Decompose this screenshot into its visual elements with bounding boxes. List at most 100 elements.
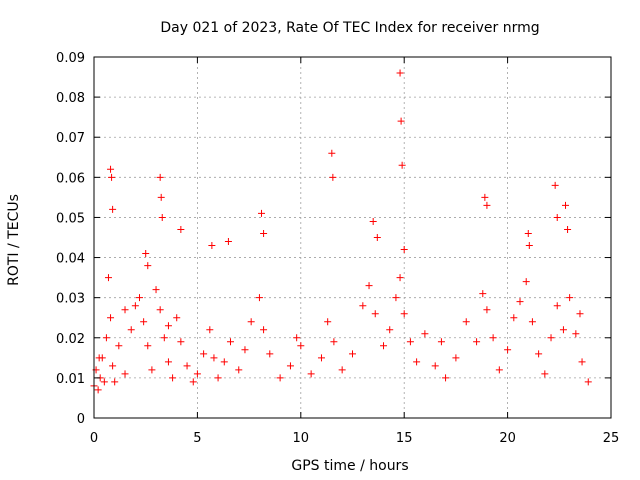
data-point <box>541 370 549 378</box>
x-tick-label: 0 <box>90 431 98 446</box>
data-point <box>148 366 156 374</box>
data-point <box>330 338 338 346</box>
data-point <box>164 358 172 366</box>
data-point <box>152 286 160 294</box>
data-point <box>206 326 214 334</box>
data-point <box>328 149 336 157</box>
data-point <box>276 374 284 382</box>
data-point <box>547 334 555 342</box>
x-axis-title: GPS time / hours <box>291 458 408 474</box>
data-point <box>255 294 263 302</box>
data-point <box>109 205 117 213</box>
data-point <box>164 322 172 330</box>
data-point <box>158 213 166 221</box>
y-tick-label: 0.03 <box>56 292 85 307</box>
data-point <box>183 362 191 370</box>
y-tick-label: 0.01 <box>56 372 85 387</box>
data-point <box>452 354 460 362</box>
data-point <box>397 117 405 125</box>
data-point <box>200 350 208 358</box>
data-point <box>553 302 561 310</box>
x-tick-label: 15 <box>396 431 413 446</box>
data-point <box>95 354 103 362</box>
data-point <box>365 282 373 290</box>
y-tick-label: 0.08 <box>56 91 85 106</box>
data-point <box>224 238 232 246</box>
data-point <box>369 217 377 225</box>
data-point <box>247 318 255 326</box>
data-point <box>481 193 489 201</box>
data-point <box>483 306 491 314</box>
data-point <box>535 350 543 358</box>
data-point <box>260 326 268 334</box>
data-point <box>525 242 533 250</box>
data-point <box>107 165 115 173</box>
data-point <box>551 181 559 189</box>
data-point <box>483 201 491 209</box>
axis-ticks: 0 5 10 15 20 25 0 0.01 0.02 0.03 0.04 0.05 0.06 0.07 0… <box>56 51 619 446</box>
data-point <box>142 250 150 258</box>
data-point <box>210 354 218 362</box>
data-point <box>144 262 152 270</box>
data-point <box>144 342 152 350</box>
data-point <box>386 326 394 334</box>
x-tick-label: 5 <box>193 431 201 446</box>
y-tick-label: 0.06 <box>56 171 85 186</box>
data-point <box>108 173 116 181</box>
data-point <box>338 366 346 374</box>
data-point <box>173 314 181 322</box>
data-point <box>266 350 274 358</box>
y-tick-label: 0 <box>77 412 85 427</box>
data-point <box>140 318 148 326</box>
data-point <box>566 294 574 302</box>
data-point <box>307 370 315 378</box>
data-point <box>380 342 388 350</box>
data-point <box>189 378 197 386</box>
data-point <box>349 350 356 358</box>
data-point <box>107 314 115 322</box>
data-point <box>371 310 379 318</box>
data-point <box>220 358 228 366</box>
data-point <box>109 362 117 370</box>
data-point <box>524 229 532 237</box>
data-point <box>359 302 367 310</box>
x-tick-label: 25 <box>603 431 620 446</box>
data-point <box>214 374 222 382</box>
data-point <box>208 242 216 250</box>
data-point <box>260 229 268 237</box>
data-point <box>584 378 592 386</box>
data-point <box>127 326 135 334</box>
data-point <box>169 374 177 382</box>
data-point <box>94 386 102 394</box>
data-point <box>489 334 497 342</box>
data-point <box>572 330 580 338</box>
data-point <box>437 338 445 346</box>
data-point <box>160 334 168 342</box>
data-point <box>522 278 530 286</box>
data-point <box>504 346 512 354</box>
data-point <box>121 370 129 378</box>
data-point <box>115 342 123 350</box>
data-point <box>235 366 243 374</box>
data-point <box>564 225 572 233</box>
data-point <box>400 310 408 318</box>
data-point <box>510 314 518 322</box>
y-tick-label: 0.05 <box>56 211 85 226</box>
data-point <box>406 338 414 346</box>
data-point <box>398 161 406 169</box>
data-point <box>258 209 266 217</box>
data-point <box>442 374 450 382</box>
data-point <box>528 318 536 326</box>
data-point <box>421 330 429 338</box>
data-point <box>495 366 503 374</box>
data-points <box>90 69 592 394</box>
data-point <box>329 173 337 181</box>
data-point <box>516 298 524 306</box>
data-point <box>578 358 586 366</box>
data-point <box>462 318 470 326</box>
data-point <box>135 294 143 302</box>
data-point <box>413 358 421 366</box>
data-point <box>553 213 561 221</box>
data-point <box>373 234 381 241</box>
